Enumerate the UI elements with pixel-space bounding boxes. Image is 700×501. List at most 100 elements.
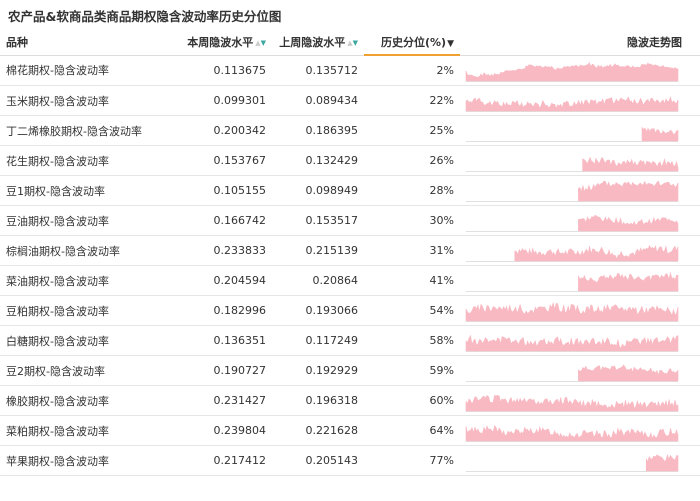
row-trend xyxy=(460,235,700,266)
row-this-week: 0.099301 xyxy=(180,85,272,116)
row-this-week: 0.105155 xyxy=(180,175,272,206)
trend-sparkline xyxy=(466,271,679,292)
row-name: 豆油期权-隐含波动率 xyxy=(0,205,180,236)
row-trend xyxy=(460,385,700,416)
row-trend xyxy=(460,55,700,86)
table-row: 豆粕期权-隐含波动率 0.182996 0.193066 54% xyxy=(0,295,700,326)
header-trend: 隐波走势图 xyxy=(460,30,700,56)
sort-active-icon[interactable]: ▼ xyxy=(447,39,454,49)
row-trend xyxy=(460,355,700,386)
row-trend xyxy=(460,205,700,236)
row-trend xyxy=(460,445,700,476)
row-last-week: 0.20864 xyxy=(272,265,364,296)
trend-area xyxy=(465,424,679,442)
row-percentile: 59% xyxy=(364,355,460,386)
row-name: 豆粕期权-隐含波动率 xyxy=(0,295,180,326)
table-row: 豆2期权-隐含波动率 0.190727 0.192929 59% xyxy=(0,355,700,386)
row-last-week: 0.117249 xyxy=(272,325,364,356)
trend-area xyxy=(641,126,679,142)
row-trend xyxy=(460,115,700,146)
trend-sparkline xyxy=(466,156,679,172)
row-percentile: 41% xyxy=(364,265,460,296)
row-last-week: 0.205143 xyxy=(272,445,364,476)
header-percentile[interactable]: 历史分位(%)▼ xyxy=(364,30,460,56)
row-name: 丁二烯橡胶期权-隐含波动率 xyxy=(0,115,180,146)
trend-area xyxy=(465,95,679,112)
row-name: 白糖期权-隐含波动率 xyxy=(0,325,180,356)
row-percentile: 26% xyxy=(364,145,460,176)
row-trend xyxy=(460,325,700,356)
trend-area xyxy=(578,364,679,382)
row-last-week: 0.132429 xyxy=(272,145,364,176)
trend-sparkline xyxy=(466,244,679,262)
row-percentile: 22% xyxy=(364,85,460,116)
trend-area xyxy=(645,453,679,472)
row-name: 棕榈油期权-隐含波动率 xyxy=(0,235,180,266)
row-last-week: 0.215139 xyxy=(272,235,364,266)
trend-sparkline xyxy=(466,126,679,142)
row-this-week: 0.217412 xyxy=(180,445,272,476)
row-this-week: 0.204594 xyxy=(180,265,272,296)
row-this-week: 0.136351 xyxy=(180,325,272,356)
row-trend xyxy=(460,175,700,206)
table-row: 豆1期权-隐含波动率 0.105155 0.098949 28% xyxy=(0,175,700,206)
row-name: 苹果期权-隐含波动率 xyxy=(0,445,180,476)
row-name: 豆2期权-隐含波动率 xyxy=(0,355,180,386)
sort-toggle-icon[interactable]: ▲▼ xyxy=(347,39,358,48)
row-this-week: 0.190727 xyxy=(180,355,272,386)
table-row: 花生期权-隐含波动率 0.153767 0.132429 26% xyxy=(0,145,700,176)
row-this-week: 0.231427 xyxy=(180,385,272,416)
trend-area xyxy=(578,214,679,232)
row-last-week: 0.192929 xyxy=(272,355,364,386)
row-percentile: 64% xyxy=(364,415,460,446)
trend-sparkline xyxy=(465,301,679,322)
table-row: 白糖期权-隐含波动率 0.136351 0.117249 58% xyxy=(0,325,700,356)
row-this-week: 0.182996 xyxy=(180,295,272,326)
row-this-week: 0.113675 xyxy=(180,55,272,86)
volatility-percentile-table: 品种 本周隐波水平 ▲▼ 上周隐波水平 ▲▼ 历史分位(%)▼ 隐波走势图 棉花期权… xyxy=(0,30,700,476)
row-this-week: 0.200342 xyxy=(180,115,272,146)
row-last-week: 0.186395 xyxy=(272,115,364,146)
row-this-week: 0.239804 xyxy=(180,415,272,446)
trend-area xyxy=(514,244,679,262)
row-last-week: 0.193066 xyxy=(272,295,364,326)
row-name: 菜油期权-隐含波动率 xyxy=(0,265,180,296)
row-last-week: 0.089434 xyxy=(272,85,364,116)
row-percentile: 28% xyxy=(364,175,460,206)
row-percentile: 2% xyxy=(364,55,460,86)
trend-sparkline xyxy=(465,395,679,412)
trend-area xyxy=(578,180,679,202)
row-percentile: 25% xyxy=(364,115,460,146)
row-percentile: 54% xyxy=(364,295,460,326)
trend-sparkline xyxy=(466,180,679,202)
sort-toggle-icon[interactable]: ▲▼ xyxy=(255,39,266,48)
row-trend xyxy=(460,85,700,116)
row-trend xyxy=(460,145,700,176)
row-name: 橡胶期权-隐含波动率 xyxy=(0,385,180,416)
trend-area xyxy=(465,395,679,412)
table-row: 菜油期权-隐含波动率 0.204594 0.20864 41% xyxy=(0,265,700,296)
table-header-row: 品种 本周隐波水平 ▲▼ 上周隐波水平 ▲▼ 历史分位(%)▼ 隐波走势图 xyxy=(0,30,700,56)
header-this-week[interactable]: 本周隐波水平 ▲▼ xyxy=(180,30,272,56)
table-row: 菜粕期权-隐含波动率 0.239804 0.221628 64% xyxy=(0,415,700,446)
row-percentile: 77% xyxy=(364,445,460,476)
row-this-week: 0.153767 xyxy=(180,145,272,176)
row-last-week: 0.196318 xyxy=(272,385,364,416)
table-row: 玉米期权-隐含波动率 0.099301 0.089434 22% xyxy=(0,85,700,116)
trend-sparkline xyxy=(466,453,679,472)
header-name: 品种 xyxy=(0,30,180,56)
trend-sparkline xyxy=(465,61,679,82)
row-percentile: 60% xyxy=(364,385,460,416)
row-this-week: 0.166742 xyxy=(180,205,272,236)
row-name: 玉米期权-隐含波动率 xyxy=(0,85,180,116)
row-last-week: 0.135712 xyxy=(272,55,364,86)
table-row: 豆油期权-隐含波动率 0.166742 0.153517 30% xyxy=(0,205,700,236)
table-row: 棉花期权-隐含波动率 0.113675 0.135712 2% xyxy=(0,55,700,86)
row-last-week: 0.221628 xyxy=(272,415,364,446)
trend-sparkline xyxy=(465,424,679,442)
trend-area xyxy=(465,301,679,322)
header-last-week[interactable]: 上周隐波水平 ▲▼ xyxy=(272,30,364,56)
row-last-week: 0.153517 xyxy=(272,205,364,236)
row-this-week: 0.233833 xyxy=(180,235,272,266)
row-percentile: 58% xyxy=(364,325,460,356)
